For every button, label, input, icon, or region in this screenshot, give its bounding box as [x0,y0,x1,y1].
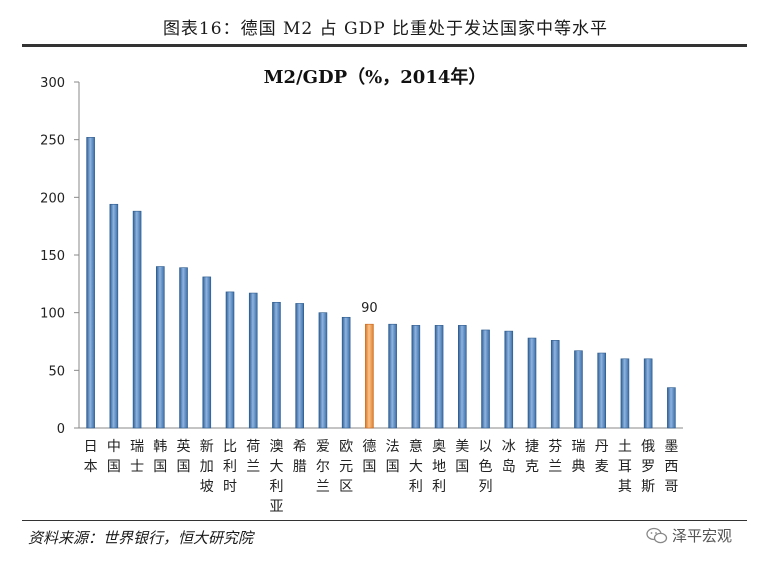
bar-荷兰 [248,292,258,429]
bar-土耳其 [620,358,630,429]
category-label-土耳其: 土耳其 [618,439,632,495]
y-tick-label: 150 [40,249,65,264]
wechat-icon [646,527,668,543]
category-label-爱尔兰: 爱尔兰 [316,439,330,495]
bar-以色列 [481,329,490,429]
bar-英国 [179,267,188,429]
bar-比利时 [225,291,235,429]
category-label-英国: 英国 [177,438,191,475]
category-label-冰岛: 冰岛 [502,439,516,475]
bar-日本 [86,137,95,429]
category-label-美国: 美国 [455,439,469,475]
bar-俄罗斯 [643,358,653,429]
y-tick-label: 0 [57,422,65,437]
y-axis: 0 50 100 150 200 250 300 [40,76,80,437]
chart-title: M2/GDP（%，2014年） [264,66,487,88]
header-title: 图表16：德国 M2 占 GDP 比重处于发达国家中等水平 [162,19,609,39]
bar-欧元区 [341,316,351,429]
category-label-以色列: 以色列 [479,439,493,495]
bar-丹麦 [597,352,606,429]
category-labels: 日本中国瑞士韩国英国新加坡比利时荷兰澳大利亚希腊爱尔兰欧元区德国法国意大利奥地利… [84,438,679,515]
bar-墨西哥 [667,387,676,429]
bar-美国 [458,325,467,429]
bar-瑞士 [132,210,142,429]
footer-divider [22,520,747,521]
bar-希腊 [295,303,304,429]
category-label-韩国: 韩国 [153,439,167,475]
bar-series: 90 [86,137,676,429]
y-tick-label: 100 [40,307,65,322]
bar-法国 [388,323,397,429]
y-tick-label: 200 [40,191,65,206]
watermark: 泽平宏观 [646,525,732,546]
category-label-欧元区: 欧元区 [339,439,353,495]
bar-韩国 [156,266,165,429]
category-label-瑞典: 瑞典 [571,439,585,475]
source-note: 资料来源：世界银行，恒大研究院 [28,529,254,547]
category-label-奥地利: 奥地利 [432,438,446,495]
bar-冰岛 [504,330,514,429]
category-label-比利时: 比利时 [223,439,237,495]
bar-德国 [365,323,374,429]
bar-芬兰 [550,340,560,429]
bar-意大利 [411,325,421,429]
bar-奥地利 [434,325,444,429]
category-label-意大利: 意大利 [409,438,423,495]
bar-瑞典 [574,350,583,429]
category-label-德国: 德国 [362,439,376,475]
category-label-澳大利亚: 澳大利亚 [269,439,283,515]
header-divider [22,44,747,47]
category-label-新加坡: 新加坡 [200,439,214,495]
y-tick-label: 300 [40,76,65,91]
category-label-法国: 法国 [386,439,400,475]
bar-chart: M2/GDP（%，2014年） 0 50 100 150 200 250 300 90 日本… [40,66,683,515]
category-label-芬兰: 芬兰 [548,439,562,475]
category-label-中国: 中国 [107,439,121,475]
data-label-德国: 90 [361,301,378,316]
watermark-text: 泽平宏观 [672,527,733,545]
bar-澳大利亚 [272,301,281,429]
y-tick-label: 50 [48,364,65,379]
bar-捷克 [527,337,537,429]
category-label-丹麦: 丹麦 [595,439,609,475]
category-label-捷克: 捷克 [525,439,539,475]
category-label-墨西哥: 墨西哥 [664,439,678,495]
bar-爱尔兰 [318,312,328,429]
category-label-瑞士: 瑞士 [130,439,144,475]
category-label-荷兰: 荷兰 [246,439,260,475]
bar-中国 [109,203,119,429]
category-label-俄罗斯: 俄罗斯 [641,439,655,495]
category-label-希腊: 希腊 [293,439,307,475]
y-tick-label: 250 [40,134,65,149]
bar-新加坡 [202,276,212,429]
category-label-日本: 日本 [84,439,98,475]
